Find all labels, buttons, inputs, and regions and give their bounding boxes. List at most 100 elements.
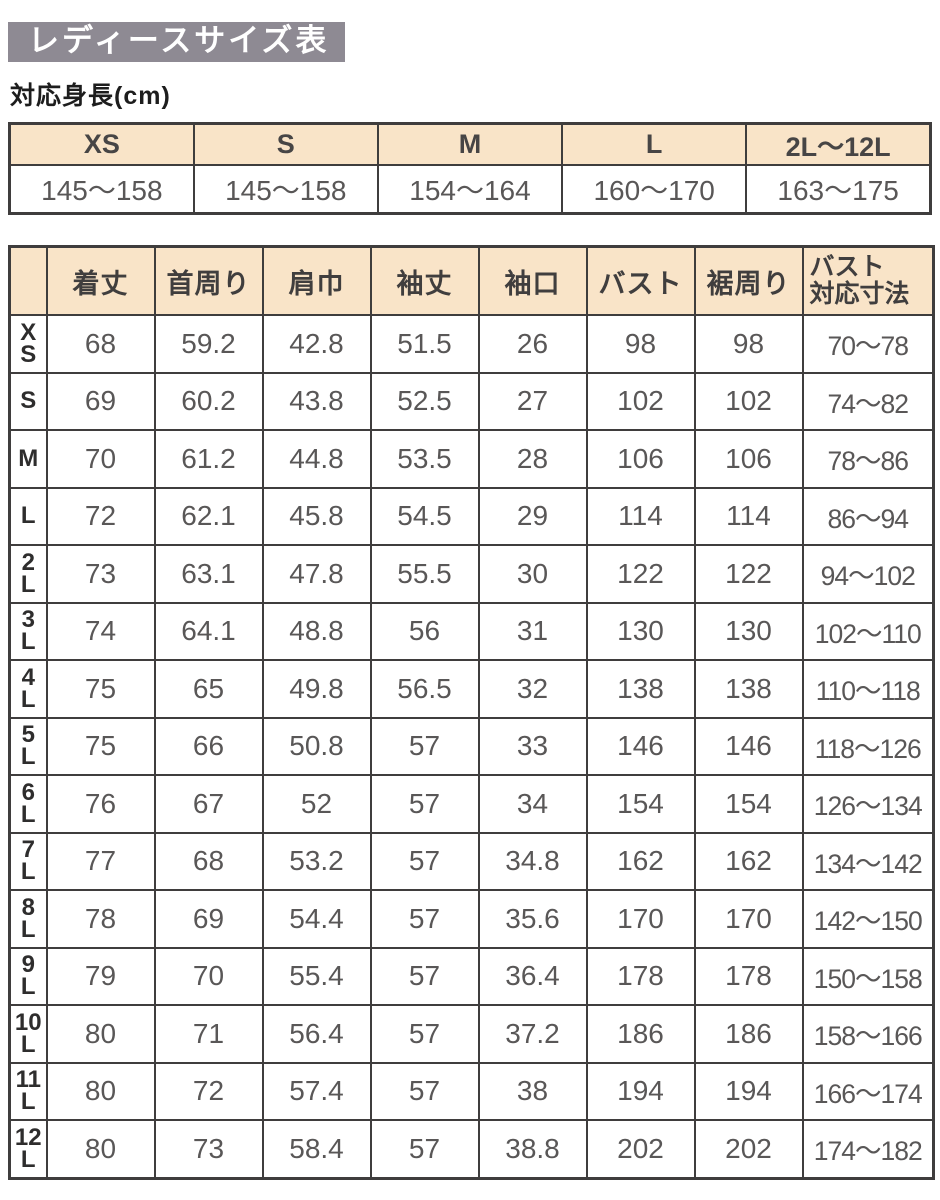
size-col-header: 着丈: [45, 245, 156, 316]
size-value-cell: 69: [153, 889, 264, 949]
size-value-cell: 130: [693, 601, 804, 661]
size-value-cell: 138: [693, 659, 804, 719]
size-value-cell: 43.8: [261, 371, 372, 431]
size-value-cell: 28: [477, 429, 588, 489]
size-value-cell: 78: [45, 889, 156, 949]
size-row-label: 9 L: [8, 946, 48, 1006]
size-value-cell: 102: [585, 371, 696, 431]
size-value-cell: 61.2: [153, 429, 264, 489]
size-value-cell: 55.5: [369, 544, 480, 604]
size-value-cell: 102～110: [801, 601, 935, 661]
size-value-cell: 34.8: [477, 831, 588, 891]
size-col-header: 袖丈: [369, 245, 480, 316]
height-table-value-row: 145～158 145～158 154～164 160～170 163～175: [8, 164, 932, 215]
size-value-cell: 56.5: [369, 659, 480, 719]
height-size-header: L: [561, 122, 748, 166]
size-value-cell: 126～134: [801, 774, 935, 834]
size-value-cell: 57: [369, 889, 480, 949]
size-value-cell: 73: [45, 544, 156, 604]
size-value-cell: 54.5: [369, 486, 480, 546]
height-section-title: 対応身長(cm): [10, 82, 171, 110]
size-value-cell: 68: [153, 831, 264, 891]
size-value-cell: 52: [261, 774, 372, 834]
size-value-cell: 54.4: [261, 889, 372, 949]
height-range-cell: 154～164: [376, 164, 564, 215]
size-value-cell: 86～94: [801, 486, 935, 546]
size-table-row: 10 L 80 71 56.4 57 37.2 186 186 158～166: [8, 1004, 935, 1064]
size-value-cell: 32: [477, 659, 588, 719]
page-title: レディースサイズ表: [8, 22, 346, 62]
size-value-cell: 186: [585, 1004, 696, 1064]
size-table-row: 11 L 80 72 57.4 57 38 194 194 166～174: [8, 1061, 935, 1121]
size-row-label: 3 L: [8, 601, 48, 661]
size-value-cell: 70: [153, 946, 264, 1006]
size-col-header: 裾周り: [693, 245, 804, 316]
size-row-label: 7 L: [8, 831, 48, 891]
size-value-cell: 102: [693, 371, 804, 431]
size-value-cell: 26: [477, 314, 588, 374]
height-range-cell: 145～158: [8, 164, 195, 215]
size-table-row: 6 L 76 67 52 57 34 154 154 126～134: [8, 774, 935, 834]
corner-cell: [8, 245, 48, 316]
size-value-cell: 45.8: [261, 486, 372, 546]
size-value-cell: 80: [45, 1004, 156, 1064]
size-value-cell: 162: [585, 831, 696, 891]
size-value-cell: 48.8: [261, 601, 372, 661]
size-col-header: バスト 対応寸法: [801, 245, 935, 316]
size-row-label: 11 L: [8, 1061, 48, 1121]
size-value-cell: 51.5: [369, 314, 480, 374]
size-value-cell: 59.2: [153, 314, 264, 374]
height-size-header: M: [376, 122, 564, 166]
size-value-cell: 38.8: [477, 1119, 588, 1179]
size-value-cell: 114: [693, 486, 804, 546]
size-value-cell: 202: [585, 1119, 696, 1179]
size-value-cell: 47.8: [261, 544, 372, 604]
height-size-header: S: [192, 122, 379, 166]
size-row-label: 8 L: [8, 889, 48, 949]
size-value-cell: 134～142: [801, 831, 935, 891]
size-col-header: バスト: [585, 245, 696, 316]
size-value-cell: 57: [369, 1119, 480, 1179]
size-table-row: 5 L 75 66 50.8 57 33 146 146 118～126: [8, 716, 935, 776]
size-value-cell: 52.5: [369, 371, 480, 431]
size-table-header-row: 着丈 首周り 肩巾 袖丈 袖口 バスト 裾周り バスト 対応寸法: [8, 245, 935, 316]
size-value-cell: 162: [693, 831, 804, 891]
size-table-body: X S 68 59.2 42.8 51.5 26 98 98 70～78 S 69 60.2 43.8 5…: [8, 314, 935, 1179]
size-table-row: 8 L 78 69 54.4 57 35.6 170 170 142～150: [8, 889, 935, 949]
height-range-cell: 160～170: [561, 164, 748, 215]
size-value-cell: 154: [585, 774, 696, 834]
size-value-cell: 29: [477, 486, 588, 546]
size-value-cell: 58.4: [261, 1119, 372, 1179]
size-value-cell: 77: [45, 831, 156, 891]
size-value-cell: 35.6: [477, 889, 588, 949]
size-value-cell: 63.1: [153, 544, 264, 604]
size-row-label: 2 L: [8, 544, 48, 604]
size-value-cell: 57: [369, 946, 480, 1006]
size-row-label: 12 L: [8, 1119, 48, 1179]
size-value-cell: 60.2: [153, 371, 264, 431]
size-value-cell: 194: [693, 1061, 804, 1121]
size-value-cell: 70～78: [801, 314, 935, 374]
size-value-cell: 76: [45, 774, 156, 834]
size-value-cell: 78～86: [801, 429, 935, 489]
size-value-cell: 98: [693, 314, 804, 374]
size-col-header: 肩巾: [261, 245, 372, 316]
size-value-cell: 49.8: [261, 659, 372, 719]
size-value-cell: 166～174: [801, 1061, 935, 1121]
size-col-header: 袖口: [477, 245, 588, 316]
height-range-cell: 163～175: [745, 164, 932, 215]
size-value-cell: 94～102: [801, 544, 935, 604]
size-value-cell: 186: [693, 1004, 804, 1064]
size-value-cell: 146: [693, 716, 804, 776]
size-value-cell: 38: [477, 1061, 588, 1121]
size-value-cell: 53.5: [369, 429, 480, 489]
size-value-cell: 170: [693, 889, 804, 949]
size-value-cell: 42.8: [261, 314, 372, 374]
size-row-label: 10 L: [8, 1004, 48, 1064]
size-value-cell: 122: [693, 544, 804, 604]
size-value-cell: 80: [45, 1119, 156, 1179]
size-value-cell: 27: [477, 371, 588, 431]
size-value-cell: 110～118: [801, 659, 935, 719]
size-value-cell: 56: [369, 601, 480, 661]
